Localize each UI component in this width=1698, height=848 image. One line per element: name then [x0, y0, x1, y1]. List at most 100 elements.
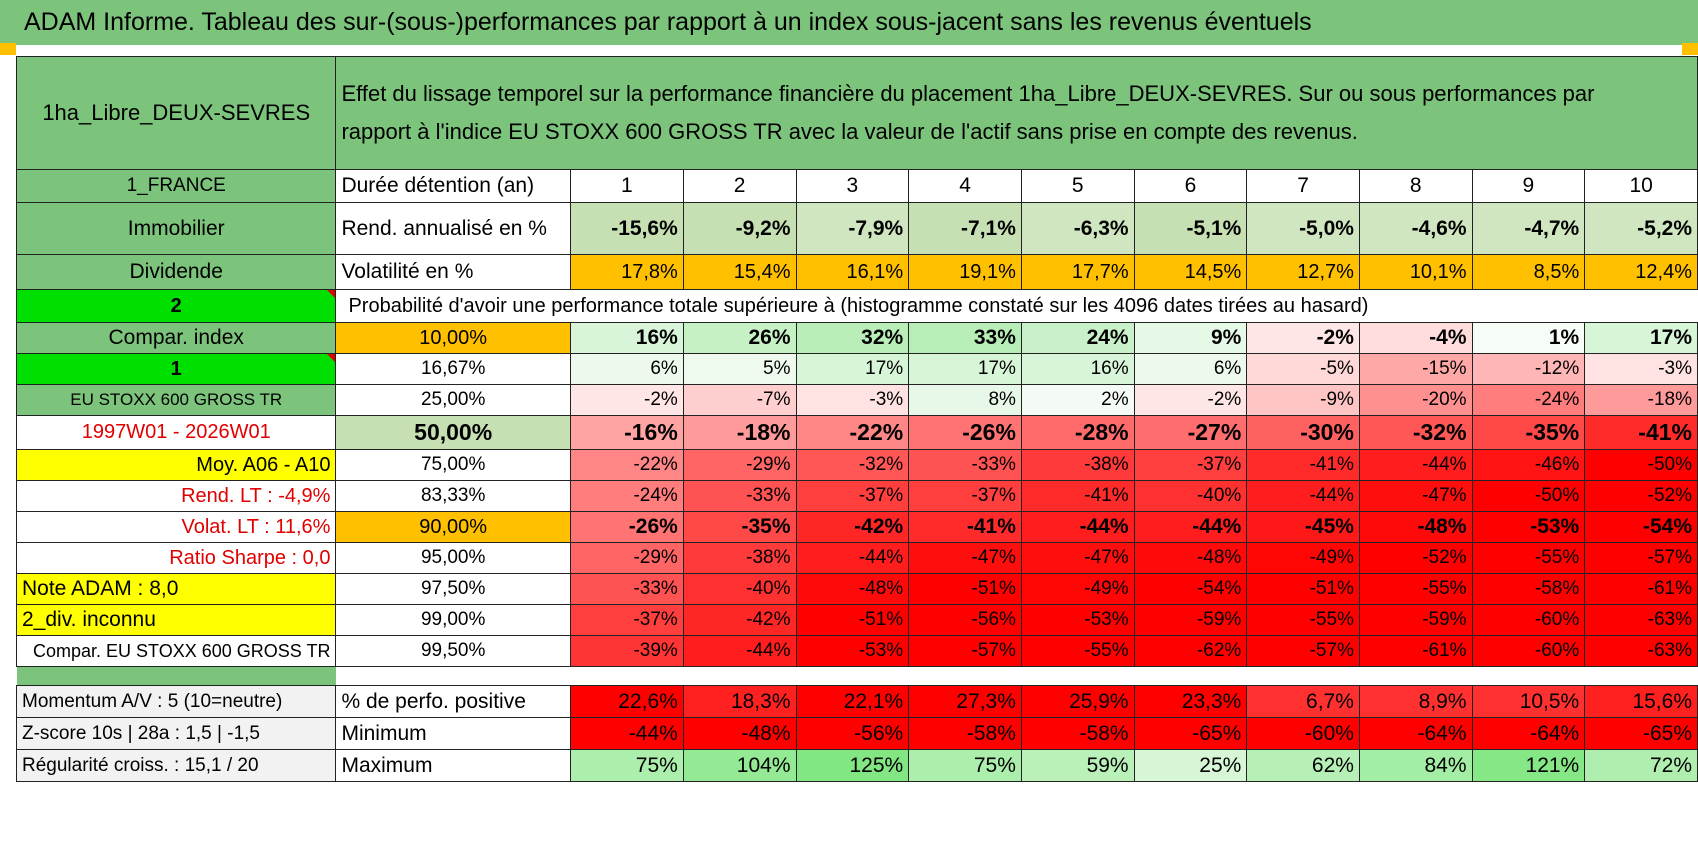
min-value: -65% [1133, 717, 1248, 750]
percentile-cell: -15% [1358, 353, 1473, 385]
rend-value: -7,1% [908, 202, 1022, 255]
vol-value: 8,5% [1471, 254, 1586, 290]
country-label: 1_FRANCE [15, 169, 337, 203]
percentile-value: 97,50% [335, 573, 571, 605]
pos-value: 6,7% [1246, 685, 1360, 718]
percentile-cell: -56% [908, 604, 1022, 636]
max-value: 75% [908, 749, 1022, 782]
percentile-cell: 17% [795, 353, 910, 385]
percentile-cell: 9% [1133, 322, 1248, 354]
percentile-cell: -46% [1471, 449, 1586, 481]
percentile-cell: -61% [1358, 635, 1473, 667]
percentile-cell: -51% [795, 604, 910, 636]
year-header: 3 [795, 169, 910, 203]
percentile-cell: -5% [1246, 353, 1360, 385]
percentile-cell: -49% [1020, 573, 1135, 605]
pos-value: 23,3% [1133, 685, 1248, 718]
percentile-cell: -37% [908, 480, 1022, 512]
vol-value: 19,1% [908, 254, 1022, 290]
percentile-cell: 6% [569, 353, 684, 385]
percentile-cell: -29% [569, 542, 684, 574]
percentile-cell: -3% [1584, 353, 1698, 385]
year-header: 2 [682, 169, 797, 203]
percentile-cell: -44% [1133, 511, 1248, 543]
percentile-cell: -22% [569, 449, 684, 481]
min-label: Minimum [335, 717, 571, 750]
percentile-value: 16,67% [335, 353, 571, 385]
percentile-cell: -53% [1471, 511, 1586, 543]
performance-grid: 1ha_Libre_DEUX-SEVRES Effet du lissage t… [15, 56, 1698, 782]
max-value: 121% [1471, 749, 1586, 782]
gap-cell-left [16, 666, 336, 686]
percentile-cell: -41% [1246, 449, 1360, 481]
percentile-cell: -58% [1471, 573, 1586, 605]
rend-value: -4,6% [1358, 202, 1473, 255]
gap-cell-right [335, 666, 1698, 686]
percentile-cell: -41% [1584, 415, 1698, 450]
percentile-cell: -48% [1358, 511, 1473, 543]
pos-value: 25,9% [1020, 685, 1135, 718]
percentile-cell: -37% [795, 480, 910, 512]
percentile-cell: -60% [1471, 635, 1586, 667]
percentile-cell: -44% [1020, 511, 1135, 543]
percentile-cell: -57% [1246, 635, 1360, 667]
max-value: 104% [682, 749, 797, 782]
vol-value: 14,5% [1133, 254, 1248, 290]
percentile-cell: -63% [1584, 604, 1698, 636]
min-value: -64% [1471, 717, 1586, 750]
pos-value: 8,9% [1358, 685, 1473, 718]
compar-full-label: Compar. EU STOXX 600 GROSS TR [15, 635, 337, 667]
percentile-cell: -27% [1133, 415, 1248, 450]
rend-value: -5,1% [1133, 202, 1248, 255]
percentile-cell: -18% [1584, 384, 1698, 416]
vol-value: 15,4% [682, 254, 797, 290]
percentile-value: 90,00% [335, 511, 571, 543]
percentile-cell: -52% [1358, 542, 1473, 574]
percentile-cell: -4% [1358, 322, 1473, 354]
percentile-cell: -52% [1584, 480, 1698, 512]
percentile-cell: -48% [1133, 542, 1248, 574]
asset-name-cell: 1ha_Libre_DEUX-SEVRES [15, 56, 337, 170]
percentile-cell: -55% [1358, 573, 1473, 605]
max-value: 125% [795, 749, 910, 782]
percentile-cell: -38% [682, 542, 797, 574]
percentile-value: 75,00% [335, 449, 571, 481]
performance-table: 1ha_Libre_DEUX-SEVRES Effet du lissage t… [15, 56, 1698, 782]
max-value: 75% [569, 749, 684, 782]
year-header: 9 [1471, 169, 1586, 203]
percentile-cell: -59% [1133, 604, 1248, 636]
percentile-cell: -47% [1358, 480, 1473, 512]
rend-label: Rend. annualisé en % [335, 202, 571, 255]
percentile-cell: -22% [795, 415, 910, 450]
percentile-cell: -55% [1020, 635, 1135, 667]
sharpe-label: Ratio Sharpe : 0,0 [15, 542, 337, 574]
percentile-cell: -50% [1584, 449, 1698, 481]
percentile-cell: 26% [682, 322, 797, 354]
pos-value: 10,5% [1471, 685, 1586, 718]
year-header: 1 [569, 169, 684, 203]
vol-value: 16,1% [795, 254, 910, 290]
vol-value: 17,7% [1020, 254, 1135, 290]
vol-value: 12,7% [1246, 254, 1360, 290]
vol-value: 17,8% [569, 254, 684, 290]
percentile-cell: -41% [908, 511, 1022, 543]
min-value: -60% [1246, 717, 1360, 750]
volat-lt-label: Volat. LT : 11,6% [15, 511, 337, 543]
pos-label: % de perfo. positive [335, 685, 571, 718]
corner-marker-right [1682, 43, 1698, 55]
year-header: 6 [1133, 169, 1248, 203]
percentile-cell: -40% [682, 573, 797, 605]
percentile-cell: -32% [795, 449, 910, 481]
percentile-cell: -61% [1584, 573, 1698, 605]
percentile-cell: -38% [1020, 449, 1135, 481]
percentile-cell: -57% [1584, 542, 1698, 574]
rend-value: -6,3% [1020, 202, 1135, 255]
percentile-cell: 17% [908, 353, 1022, 385]
percentile-cell: -50% [1471, 480, 1586, 512]
min-value: -65% [1584, 717, 1698, 750]
percentile-cell: -24% [1471, 384, 1586, 416]
percentile-cell: -40% [1133, 480, 1248, 512]
max-value: 72% [1584, 749, 1698, 782]
num2-cell: 2 [15, 289, 337, 323]
percentile-cell: -44% [1246, 480, 1360, 512]
